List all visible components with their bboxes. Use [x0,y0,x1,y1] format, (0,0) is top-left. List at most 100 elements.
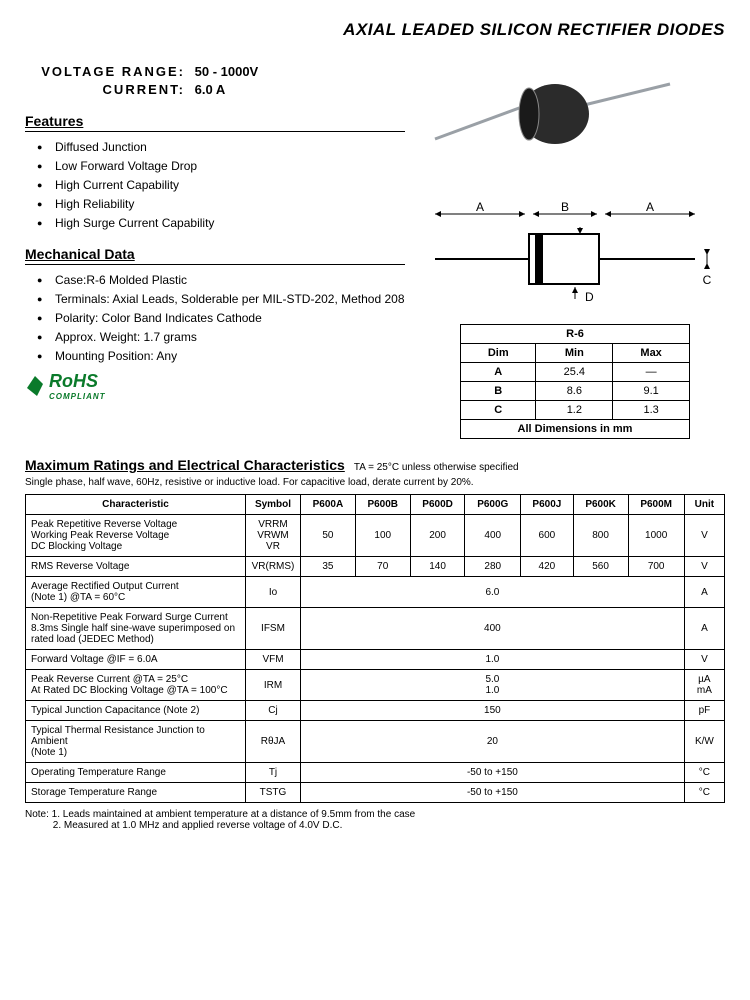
ratings-unit: °C [684,783,724,803]
dimension-diagram: A B A C D [425,199,715,309]
dim-cell: — [613,363,690,382]
dim-col: Max [613,344,690,363]
ratings-unit: A [684,608,724,650]
voltage-label: VOLTAGE RANGE: [25,64,185,79]
ratings-unit: V [684,515,724,557]
voltage-value: 50 - 1000V [195,64,259,79]
ratings-value: 1.0 [301,650,685,670]
dim-cell: A [461,363,536,382]
dim-cell: 1.3 [613,401,690,420]
svg-text:A: A [646,200,654,214]
right-column: A B A C D R-6 Dim Min Max A25.4— B8.69.1 [425,64,725,439]
note-1: Note: 1. Leads maintained at ambient tem… [25,809,725,820]
current-value: 6.0 A [195,82,226,97]
left-column: VOLTAGE RANGE: 50 - 1000V CURRENT: 6.0 A… [25,64,405,439]
mechanical-item: Polarity: Color Band Indicates Cathode [37,311,405,325]
ratings-symbol: Cj [246,701,301,721]
ratings-col: P600B [355,495,410,515]
current-label: CURRENT: [25,82,185,97]
ratings-unit: pF [684,701,724,721]
ratings-value: 1000 [628,515,684,557]
ratings-symbol: Io [246,577,301,608]
ratings-value: 600 [521,515,574,557]
mechanical-item: Approx. Weight: 1.7 grams [37,330,405,344]
note-2: 2. Measured at 1.0 MHz and applied rever… [25,820,725,831]
ratings-symbol: TSTG [246,783,301,803]
features-list: Diffused Junction Low Forward Voltage Dr… [25,140,405,230]
ratings-col: P600M [628,495,684,515]
dim-footer: All Dimensions in mm [461,420,690,439]
ratings-unit: A [684,577,724,608]
ratings-value: 20 [301,721,685,763]
feature-item: Low Forward Voltage Drop [37,159,405,173]
ratings-char: Storage Temperature Range [26,783,246,803]
leaf-icon [25,376,45,396]
ratings-symbol: VFM [246,650,301,670]
ratings-value: 400 [465,515,521,557]
ratings-col: P600J [521,495,574,515]
ratings-char: Average Rectified Output Current (Note 1… [26,577,246,608]
svg-text:D: D [585,290,594,304]
dim-cell: 8.6 [536,382,613,401]
ratings-char: Operating Temperature Range [26,763,246,783]
ratings-value: 280 [465,557,521,577]
ratings-col: P600D [410,495,465,515]
ratings-col: P600A [301,495,356,515]
ratings-symbol: VR(RMS) [246,557,301,577]
page-title: AXIAL LEADED SILICON RECTIFIER DIODES [25,20,725,40]
feature-item: High Reliability [37,197,405,211]
feature-item: High Surge Current Capability [37,216,405,230]
ratings-value: -50 to +150 [301,763,685,783]
mechanical-item: Terminals: Axial Leads, Solderable per M… [37,292,405,306]
features-heading: Features [25,113,405,132]
dim-cell: 9.1 [613,382,690,401]
ratings-heading: Maximum Ratings and Electrical Character… [25,457,345,473]
ratings-value: 420 [521,557,574,577]
rohs-badge: RoHS COMPLIANT [25,371,405,401]
ratings-unit: V [684,650,724,670]
ratings-subtitle: Single phase, half wave, 60Hz, resistive… [25,477,725,488]
ratings-unit: µA mA [684,670,724,701]
dim-cell: 25.4 [536,363,613,382]
mechanical-item: Mounting Position: Any [37,349,405,363]
ratings-char: Forward Voltage @IF = 6.0A [26,650,246,670]
mechanical-heading: Mechanical Data [25,246,405,265]
ratings-unit: K/W [684,721,724,763]
ratings-char: Non-Repetitive Peak Forward Surge Curren… [26,608,246,650]
voltage-spec: VOLTAGE RANGE: 50 - 1000V [25,64,405,79]
ratings-char: Peak Repetitive Reverse Voltage Working … [26,515,246,557]
svg-text:A: A [476,200,484,214]
ratings-unit: V [684,557,724,577]
ratings-col: P600K [573,495,628,515]
ratings-value: 140 [410,557,465,577]
ratings-table: CharacteristicSymbolP600AP600BP600DP600G… [25,494,725,803]
dim-col: Min [536,344,613,363]
ratings-value: 800 [573,515,628,557]
mechanical-list: Case:R-6 Molded Plastic Terminals: Axial… [25,273,405,363]
dim-cell: B [461,382,536,401]
ratings-symbol: IRM [246,670,301,701]
current-spec: CURRENT: 6.0 A [25,82,405,97]
ratings-condition: TA = 25°C unless otherwise specified [354,462,519,473]
ratings-value: 70 [355,557,410,577]
ratings-symbol: IFSM [246,608,301,650]
ratings-value: 150 [301,701,685,721]
rohs-sub: COMPLIANT [49,392,106,401]
ratings-char: Typical Thermal Resistance Junction to A… [26,721,246,763]
mechanical-item: Case:R-6 Molded Plastic [37,273,405,287]
ratings-symbol: VRRM VRWM VR [246,515,301,557]
svg-text:B: B [561,200,569,214]
feature-item: Diffused Junction [37,140,405,154]
feature-item: High Current Capability [37,178,405,192]
ratings-symbol: RθJA [246,721,301,763]
ratings-value: -50 to +150 [301,783,685,803]
ratings-value: 700 [628,557,684,577]
ratings-char: Peak Reverse Current @TA = 25°C At Rated… [26,670,246,701]
ratings-char: Typical Junction Capacitance (Note 2) [26,701,246,721]
footnotes: Note: 1. Leads maintained at ambient tem… [25,809,725,831]
svg-text:C: C [703,273,712,287]
dim-cell: 1.2 [536,401,613,420]
ratings-symbol: Tj [246,763,301,783]
dim-table-title: R-6 [461,325,690,344]
ratings-col: Symbol [246,495,301,515]
